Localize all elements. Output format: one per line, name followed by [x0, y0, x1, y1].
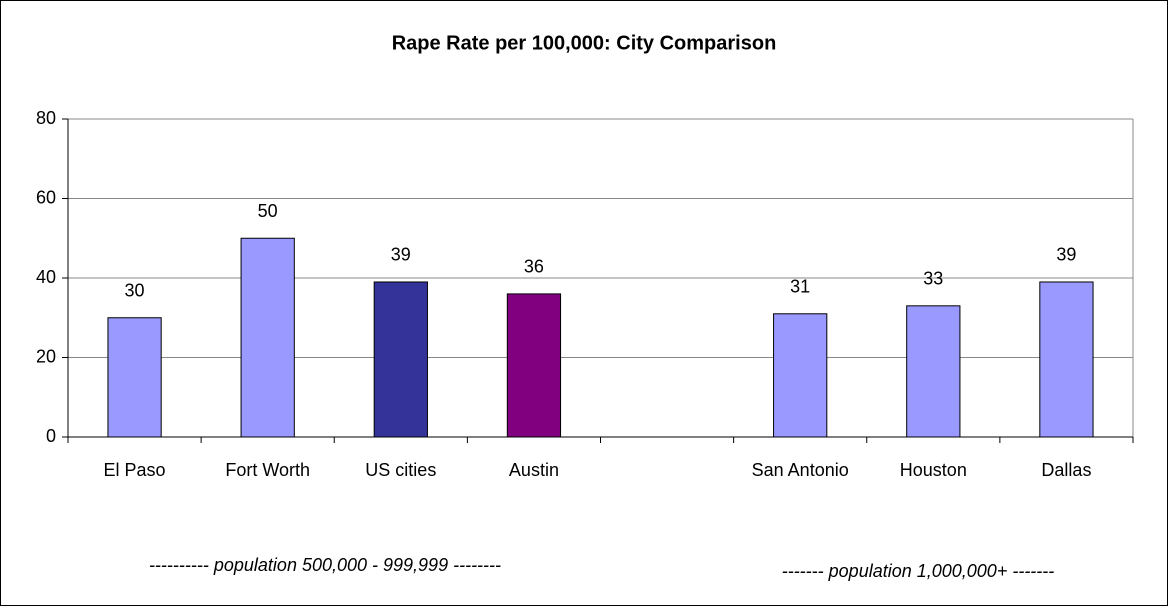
data-label: 31: [790, 277, 810, 297]
bar: [773, 313, 828, 438]
y-tick-label: 40: [36, 267, 56, 287]
y-tick-label: 80: [36, 108, 56, 128]
chart-title: Rape Rate per 100,000: City Comparison: [392, 32, 777, 54]
x-tick-label: US cities: [365, 460, 436, 480]
annotation: ------- population 1,000,000+ -------: [782, 561, 1055, 581]
x-tick-label: Austin: [509, 460, 559, 480]
bar: [373, 281, 428, 438]
bar: [506, 293, 562, 438]
x-tick-label: San Antonio: [752, 460, 849, 480]
data-label: 36: [524, 257, 544, 277]
bar: [906, 305, 961, 438]
data-label: 33: [923, 269, 943, 289]
x-tick-label: Dallas: [1041, 460, 1091, 480]
data-label: 50: [258, 201, 278, 221]
bar: [1039, 281, 1094, 438]
x-tick-label: El Paso: [104, 460, 166, 480]
x-tick-label: Houston: [900, 460, 967, 480]
y-tick-label: 60: [36, 187, 56, 207]
y-tick-label: 0: [46, 426, 56, 446]
y-tick-label: 20: [36, 346, 56, 366]
bar: [107, 317, 162, 438]
x-tick-label: Fort Worth: [225, 460, 310, 480]
data-label: 39: [1056, 245, 1076, 265]
data-label: 30: [125, 281, 145, 301]
bar: [240, 237, 295, 438]
data-label: 39: [391, 245, 411, 265]
annotation: ---------- population 500,000 - 999,999 …: [149, 555, 501, 575]
